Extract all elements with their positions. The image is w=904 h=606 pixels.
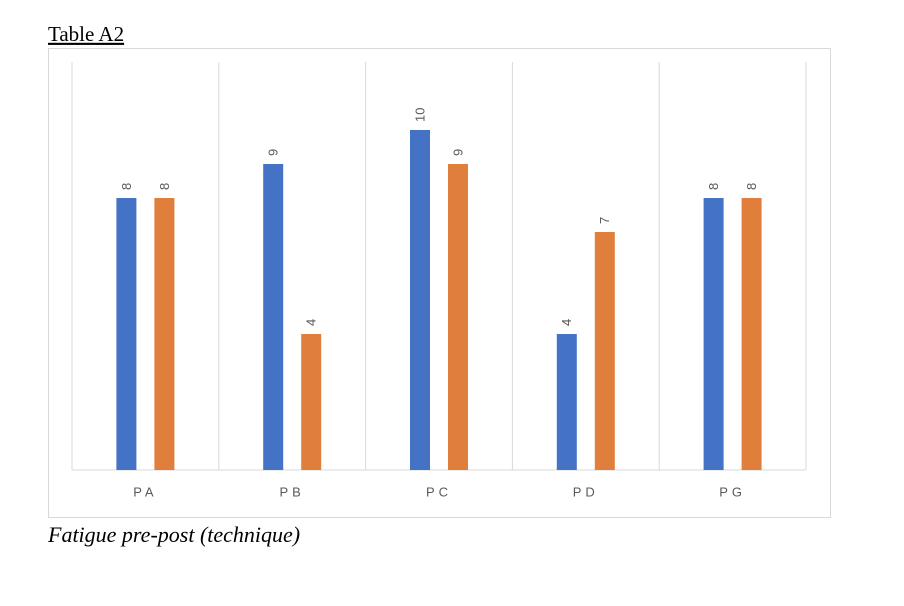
data-label: 4 [304,319,319,326]
data-label: 9 [266,149,281,156]
table-title: Table A2 [48,22,124,46]
data-label: 9 [450,149,465,156]
data-label: 4 [559,319,574,326]
x-tick-label: PA [133,484,157,499]
bar [703,198,724,470]
chart-frame [48,48,831,518]
bar [410,130,430,470]
bar [154,198,175,470]
bar [116,198,137,470]
bar [741,198,762,470]
data-label: 7 [597,217,612,224]
bar [594,232,615,470]
x-tick-label: PG [719,484,746,499]
x-tick-label: PC [426,484,452,499]
bar [556,334,577,470]
data-label: 8 [744,183,759,190]
x-tick-label: PB [280,484,305,499]
caption: Fatigue pre-post (technique) [47,522,300,547]
data-label: 10 [412,108,427,122]
bar [263,164,284,470]
x-tick-label: PD [573,484,599,499]
bar [448,164,468,470]
data-label: 8 [119,183,134,190]
data-label: 8 [157,183,172,190]
data-label: 8 [706,183,721,190]
bar [301,334,322,470]
